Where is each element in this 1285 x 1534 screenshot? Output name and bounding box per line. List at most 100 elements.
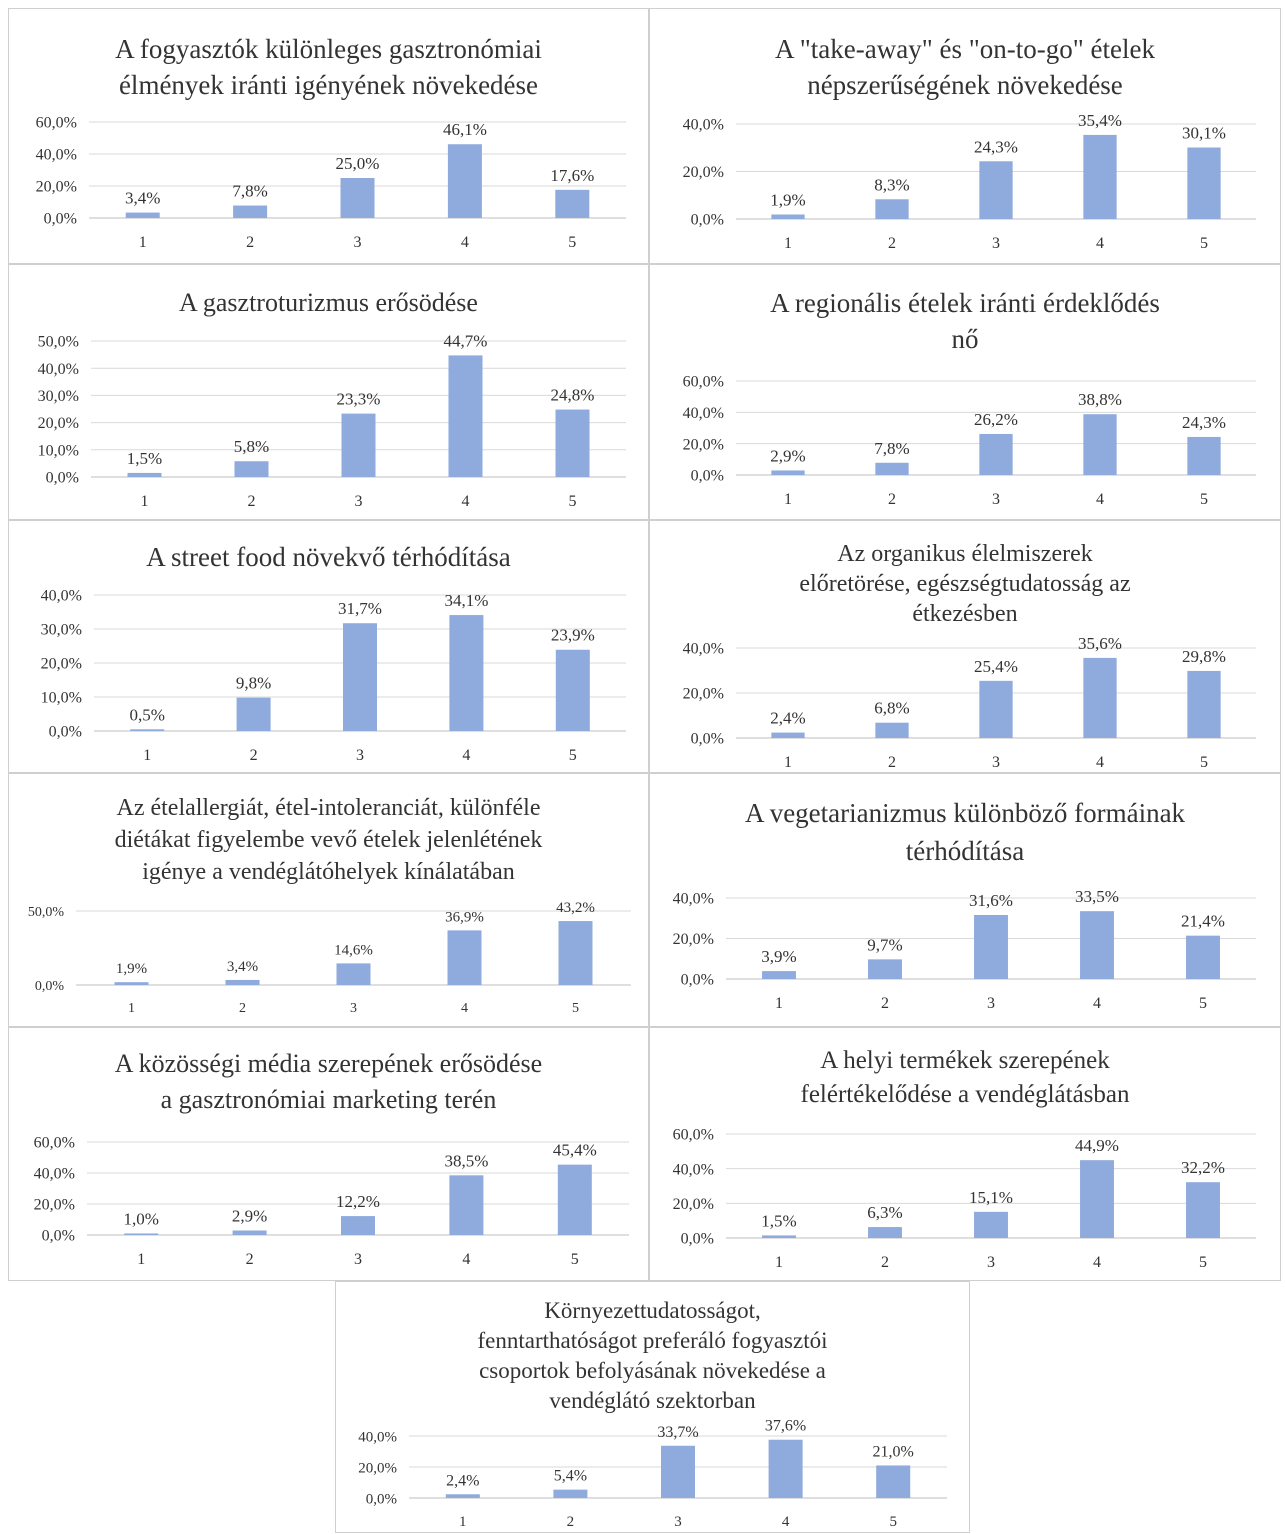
x-tick-label: 1: [775, 995, 783, 1012]
x-tick-label: 2: [881, 1254, 889, 1271]
chart-title: A fogyasztók különleges gasztronómiai élm…: [9, 31, 648, 103]
x-tick-label: 1: [139, 234, 147, 251]
y-tick-label: 0,0%: [46, 470, 79, 487]
x-tick-label: 1: [459, 1514, 467, 1530]
chart-title-line: vendéglátó szektorban: [549, 1388, 756, 1413]
data-label: 17,6%: [550, 166, 594, 185]
chart-title-line: étkezésben: [912, 601, 1018, 627]
bar: [555, 409, 590, 477]
bar: [875, 722, 909, 738]
bar: [1187, 436, 1221, 475]
data-label: 6,8%: [874, 699, 909, 718]
bar: [125, 212, 160, 218]
chart-panel: A regionális ételek iránti érdeklődés nő 0…: [649, 264, 1281, 520]
chart-title: A helyi termékek szerepének felértékelődé…: [650, 1044, 1280, 1112]
data-label: 5,8%: [234, 437, 269, 456]
x-tick-label: 5: [1200, 754, 1208, 771]
y-tick-label: 50,0%: [38, 334, 79, 351]
y-tick-label: 60,0%: [36, 115, 77, 132]
x-tick-label: 4: [462, 747, 470, 764]
chart-title-line: igénye a vendéglátóhelyek kínálatában: [142, 859, 515, 885]
bar: [234, 461, 269, 477]
chart-title: A "take-away" és "on-to-go" ételek népsze…: [650, 31, 1280, 103]
x-tick-label: 2: [567, 1514, 575, 1530]
chart-panel: A közösségi média szerepének erősödése a …: [8, 1027, 649, 1281]
data-label: 35,4%: [1078, 111, 1122, 130]
chart-title-line: A regionális ételek iránti érdeklődés: [770, 288, 1160, 318]
data-label: 38,5%: [444, 1151, 488, 1170]
x-tick-label: 3: [354, 1251, 362, 1268]
bar-chart: 0,0% 20,0% 40,0% 60,0% 1,0% 1 2,9% 2 12,2% 3 38,5%…: [34, 1135, 629, 1268]
x-tick-label: 4: [1096, 491, 1104, 508]
data-label: 33,7%: [657, 1424, 698, 1441]
y-tick-label: 40,0%: [683, 641, 724, 658]
bar: [974, 915, 1008, 979]
x-tick-label: 5: [1200, 235, 1208, 252]
y-tick-label: 0,0%: [366, 1491, 397, 1507]
bar-chart: 0,0% 10,0% 20,0% 30,0% 40,0% 0,5% 1 9,8% 2 31,7% 3…: [41, 588, 626, 764]
bar-chart: 0,0% 20,0% 40,0% 3,9% 1 9,7% 2 31,6% 3 33,5% 4 21,4…: [673, 887, 1256, 1012]
y-tick-label: 20,0%: [358, 1460, 397, 1476]
bar: [555, 189, 590, 218]
y-tick-label: 20,0%: [673, 1196, 714, 1213]
bar: [336, 963, 371, 985]
data-label: 5,4%: [554, 1468, 587, 1485]
bar: [875, 462, 909, 475]
x-tick-label: 3: [987, 995, 995, 1012]
x-tick-label: 1: [137, 1251, 145, 1268]
data-label: 30,1%: [1182, 124, 1226, 143]
x-tick-label: 5: [568, 234, 576, 251]
y-tick-label: 50,0%: [28, 905, 65, 920]
bar: [340, 178, 375, 218]
x-tick-label: 4: [462, 1251, 470, 1268]
x-tick-label: 3: [356, 747, 364, 764]
data-label: 9,7%: [867, 935, 902, 954]
bar: [868, 1227, 902, 1238]
bar: [661, 1445, 695, 1498]
chart-title-line: Az organikus élelmiszerek: [837, 541, 1093, 567]
bar: [1186, 935, 1220, 979]
chart-title-line: előretörése, egészségtudatosság az: [799, 571, 1131, 597]
x-tick-label: 3: [992, 491, 1000, 508]
x-tick-label: 1: [141, 493, 149, 510]
x-tick-label: 2: [888, 491, 896, 508]
chart-panel: A fogyasztók különleges gasztronómiai élm…: [8, 8, 649, 264]
chart-panel: A vegetarianizmus különböző formáinak tér…: [649, 773, 1281, 1027]
data-label: 26,2%: [974, 410, 1018, 429]
data-label: 46,1%: [443, 120, 487, 139]
x-tick-label: 2: [250, 747, 258, 764]
bar: [1186, 1182, 1220, 1238]
y-tick-label: 0,0%: [35, 979, 65, 994]
data-label: 38,8%: [1078, 390, 1122, 409]
y-tick-label: 20,0%: [34, 1197, 75, 1214]
y-tick-label: 40,0%: [38, 361, 79, 378]
bar: [771, 470, 805, 475]
bar: [1187, 670, 1221, 738]
x-tick-label: 2: [888, 754, 896, 771]
chart-title: A közösségi média szerepének erősödése a …: [9, 1046, 648, 1118]
y-tick-label: 30,0%: [41, 622, 82, 639]
data-label: 32,2%: [1181, 1158, 1225, 1177]
data-label: 44,7%: [444, 331, 488, 350]
chart-title-line: A fogyasztók különleges gasztronómiai: [115, 34, 542, 64]
bar: [1187, 147, 1221, 219]
chart-panel: Az ételallergiát, étel-intoleranciát, kü…: [8, 773, 649, 1027]
chart-title: A gasztroturizmus erősödése: [9, 285, 648, 321]
chart-title: Az ételallergiát, étel-intoleranciát, kü…: [9, 792, 648, 888]
bar: [768, 1439, 803, 1498]
chart-title-line: nő: [951, 324, 979, 354]
chart-panel: A helyi termékek szerepének felértékelődé…: [649, 1027, 1281, 1281]
data-label: 34,1%: [444, 591, 488, 610]
bar-chart: 0,0% 50,0% 1,9% 1 3,4% 2 14,6% 3 36,9% 4 43,2% 5: [28, 900, 631, 1016]
data-label: 2,9%: [232, 1207, 267, 1226]
data-label: 14,6%: [334, 942, 373, 958]
chart-title-line: A közösségi média szerepének erősödése: [114, 1049, 543, 1078]
x-tick-label: 3: [674, 1514, 682, 1530]
bar: [341, 413, 376, 477]
data-label: 15,1%: [969, 1188, 1013, 1207]
chart-title-line: diétákat figyelembe vevő ételek jelenlét…: [114, 827, 543, 853]
bar: [232, 1230, 267, 1235]
data-label: 3,4%: [227, 959, 258, 975]
chart-title-line: A gasztroturizmus erősödése: [179, 288, 478, 317]
bar: [553, 1489, 588, 1498]
